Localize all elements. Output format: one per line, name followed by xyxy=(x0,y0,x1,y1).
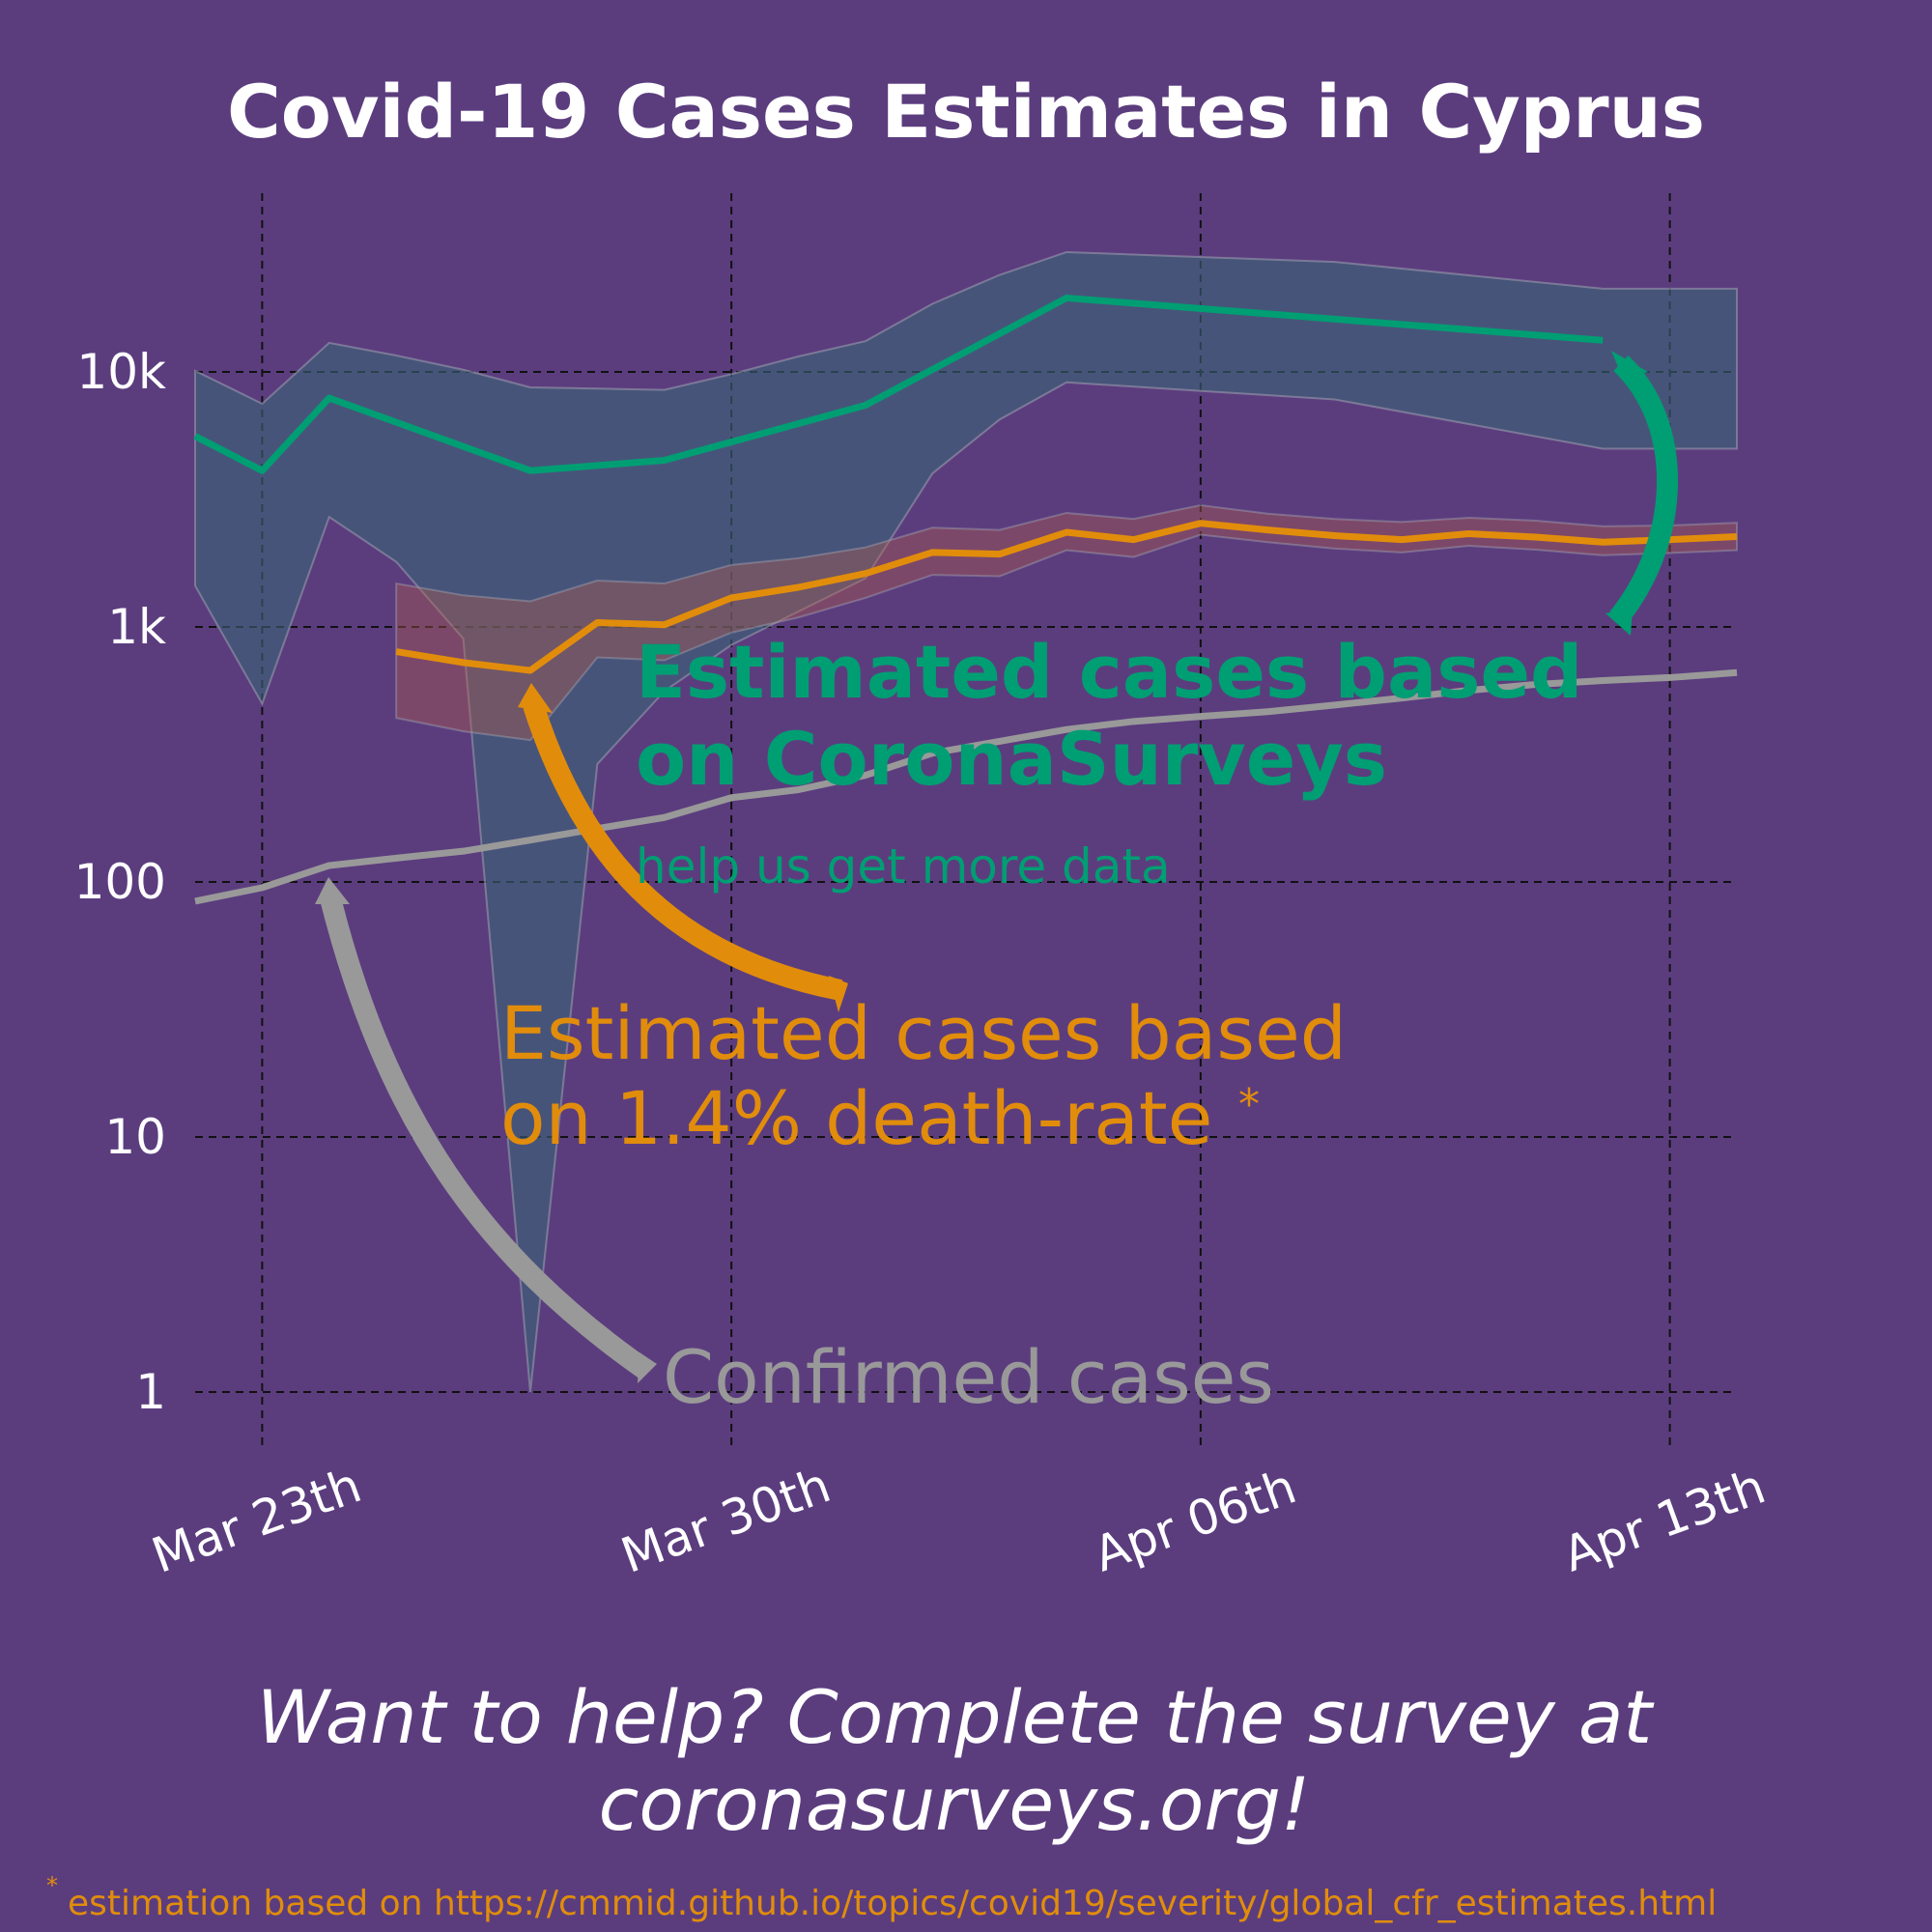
gray-arrow-head xyxy=(315,877,350,904)
x-tick-label-1: Mar 30th xyxy=(614,1457,838,1584)
band-coronasurveys xyxy=(194,250,1738,1393)
annotation-death-rate-star: * xyxy=(1238,1080,1260,1129)
orange-arrow-tail xyxy=(829,976,848,1012)
y-tick-label-0: 1 xyxy=(135,1364,166,1420)
annotation-coronasurveys-line1: Estimated cases based xyxy=(636,629,1582,715)
cta-line-1: Want to help? Complete the survey at xyxy=(257,1674,1656,1760)
green-arrow xyxy=(1609,355,1678,625)
x-tick-label-0: Mar 23th xyxy=(145,1457,368,1584)
y-tick-label-4: 10k xyxy=(76,344,166,400)
gray-arrow xyxy=(320,895,652,1378)
y-tick-label-1: 10 xyxy=(104,1109,166,1165)
orange-arrow-head xyxy=(518,683,553,713)
x-tick-label-2: Apr 06th xyxy=(1087,1459,1303,1583)
x-tick-label-3: Apr 13th xyxy=(1556,1459,1773,1583)
green-arrow-head xyxy=(1611,351,1648,379)
y-tick-label-2: 100 xyxy=(74,854,166,910)
line-coronasurveys xyxy=(193,294,1604,474)
chart-title: Covid-19 Cases Estimates in Cyprus xyxy=(227,69,1705,155)
footnote-text[interactable]: estimation based on https://cmmid.github… xyxy=(68,1884,1717,1923)
annotation-arrows xyxy=(315,351,1678,1383)
series-lines xyxy=(193,294,1738,905)
orange-arrow xyxy=(523,701,843,1001)
cta-line-2[interactable]: coronasurveys.org! xyxy=(599,1761,1311,1847)
uncertainty-bands xyxy=(194,250,1738,1393)
gray-arrow-tail xyxy=(638,1352,657,1383)
line-death_rate xyxy=(395,520,1738,674)
annotation-death-rate-line1: Estimated cases based xyxy=(500,990,1347,1076)
annotation-death-rate-line2: on 1.4% death-rate xyxy=(500,1075,1212,1161)
annotation-coronasurveys-sub[interactable]: help us get more data xyxy=(636,838,1171,895)
line-confirmed xyxy=(194,668,1738,905)
annotation-confirmed: Confirmed cases xyxy=(663,1334,1274,1420)
y-tick-label-3: 1k xyxy=(107,599,166,655)
green-arrow-tail xyxy=(1605,609,1633,636)
y-axis-ticks: 1 10 100 1k 10k xyxy=(74,344,166,1420)
annotation-coronasurveys-line2: on CoronaSurveys xyxy=(636,716,1387,802)
footnote-star: * xyxy=(46,1872,58,1899)
x-axis-ticks: Mar 23th Mar 30th Apr 06th Apr 13th xyxy=(145,1457,1773,1584)
